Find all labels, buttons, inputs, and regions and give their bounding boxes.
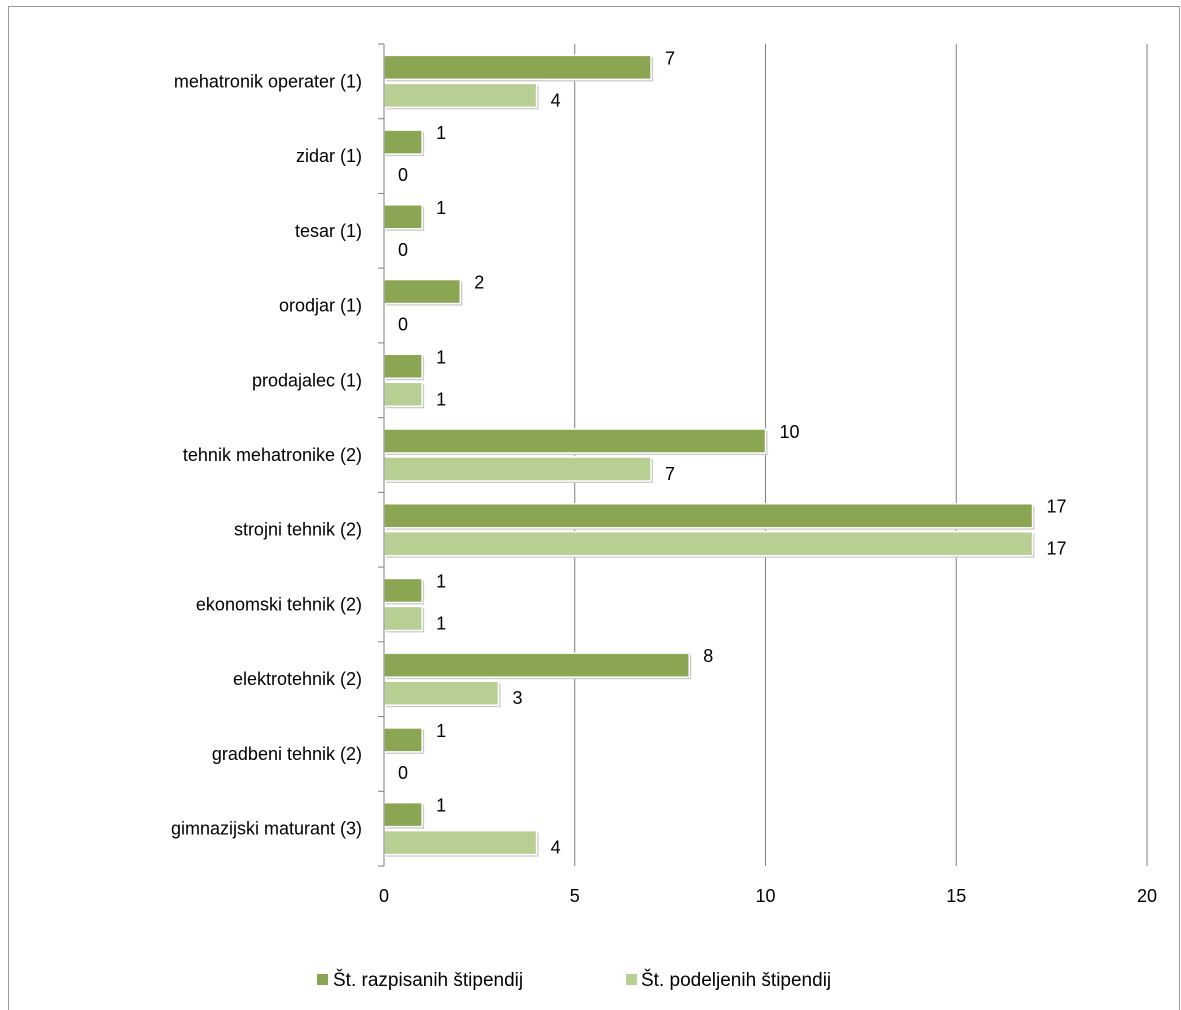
- bar-series-2: [383, 82, 538, 109]
- bars-group: [383, 54, 1035, 857]
- category-labels: mehatronik operater (1) zidar (1) tesar (1…: [171, 71, 362, 838]
- data-label: 0: [398, 315, 408, 335]
- legend-label-series-1: Št. razpisanih štipendij: [333, 969, 523, 991]
- bar-series-2: [383, 530, 1034, 557]
- category-label: prodajalec (1): [252, 370, 362, 390]
- bar-series-1: [383, 278, 462, 305]
- data-label: 0: [398, 763, 408, 783]
- data-label: 1: [436, 389, 446, 409]
- bar-series-1: [383, 353, 423, 380]
- data-label: 1: [436, 796, 446, 816]
- legend-swatch-series-2: [626, 974, 637, 985]
- data-label: 4: [551, 90, 561, 110]
- x-tick-label: 10: [755, 886, 775, 906]
- data-label: 7: [665, 464, 675, 484]
- x-tick-labels: 0 5 10 15 20: [379, 886, 1157, 906]
- bar-series-1: [383, 577, 423, 604]
- data-label: 10: [780, 422, 800, 442]
- data-label: 17: [1047, 497, 1067, 517]
- bar-series-1: [383, 801, 423, 828]
- data-label: 1: [436, 613, 446, 633]
- data-label: 3: [512, 688, 522, 708]
- data-label: 0: [398, 240, 408, 260]
- x-tick-label: 15: [946, 886, 966, 906]
- data-label: 1: [436, 198, 446, 218]
- data-label: 7: [665, 48, 675, 68]
- data-label: 1: [436, 571, 446, 591]
- legend-swatch-series-1: [317, 974, 328, 985]
- data-label: 8: [703, 646, 713, 666]
- data-label: 1: [436, 347, 446, 367]
- data-label: 17: [1047, 539, 1067, 559]
- bar-series-2: [383, 829, 538, 856]
- category-label: tesar (1): [295, 221, 362, 241]
- bar-series-1: [383, 727, 423, 753]
- data-label: 2: [474, 273, 484, 293]
- x-tick-label: 0: [379, 886, 389, 906]
- category-label: gradbeni tehnik (2): [212, 744, 362, 764]
- category-label: zidar (1): [296, 146, 362, 166]
- legend: Št. razpisanih štipendij Št. podeljenih …: [317, 969, 831, 991]
- x-tick-label: 20: [1137, 886, 1157, 906]
- data-label: 1: [436, 123, 446, 143]
- x-tick-label: 5: [570, 886, 580, 906]
- bar-series-2: [383, 381, 423, 408]
- category-label: elektrotehnik (2): [233, 669, 362, 689]
- bar-series-1: [383, 652, 690, 678]
- bar-series-1: [383, 502, 1034, 529]
- legend-label-series-2: Št. podeljenih štipendij: [641, 969, 831, 991]
- bar-series-1: [383, 54, 652, 81]
- category-label: orodjar (1): [279, 296, 362, 316]
- y-axis: [378, 43, 385, 867]
- bar-series-1: [383, 204, 423, 230]
- category-label: ekonomski tehnik (2): [196, 594, 362, 614]
- bar-series-1: [383, 129, 423, 155]
- bar-series-2: [383, 680, 500, 706]
- bar-series-1: [383, 428, 767, 454]
- category-label: mehatronik operater (1): [174, 71, 362, 91]
- category-label: gimnazijski maturant (3): [171, 819, 362, 839]
- data-label: 1: [436, 721, 446, 741]
- bar-series-2: [383, 456, 652, 482]
- category-label: strojni tehnik (2): [234, 520, 362, 540]
- data-label: 0: [398, 165, 408, 185]
- bar-series-2: [383, 605, 423, 632]
- data-label: 4: [551, 838, 561, 858]
- category-label: tehnik mehatronike (2): [183, 445, 362, 465]
- chart-frame: [8, 6, 1180, 1010]
